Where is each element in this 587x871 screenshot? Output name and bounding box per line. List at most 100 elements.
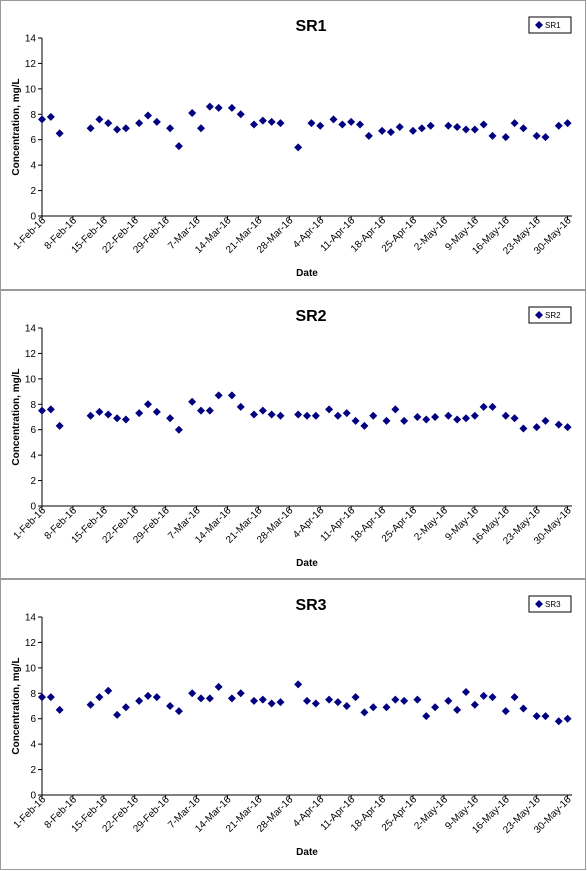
data-point [250, 410, 258, 419]
data-point [453, 415, 462, 424]
y-tick-label: 8 [30, 689, 36, 700]
y-tick-label: 4 [30, 451, 36, 462]
data-point [135, 119, 144, 128]
data-point [38, 406, 46, 415]
data-point [311, 411, 320, 420]
data-point [510, 119, 519, 128]
data-point [400, 416, 409, 425]
y-tick-label: 2 [30, 476, 36, 487]
data-point [294, 143, 303, 152]
data-point [121, 415, 130, 424]
data-point [364, 131, 373, 140]
legend-box [528, 595, 572, 613]
data-point [479, 402, 488, 411]
data-point [453, 705, 462, 714]
data-point [236, 402, 245, 411]
y-tick-label: 14 [25, 613, 37, 624]
data-point [382, 703, 391, 712]
data-point [113, 710, 122, 719]
data-point [227, 103, 236, 112]
data-point [413, 413, 422, 421]
data-point [541, 712, 550, 721]
data-point [510, 414, 519, 423]
data-point [276, 411, 285, 420]
chart-panel-sr2: SR2 SR2 0 2 4 6 8 10 12 14 1-Feb-16 8-Feb-16 15-Feb-… [0, 290, 586, 579]
data-point [55, 129, 64, 138]
data-point [342, 702, 351, 710]
data-point [386, 128, 395, 137]
data-point [188, 109, 197, 118]
data-point [488, 131, 497, 140]
data-point [519, 704, 528, 713]
data-point [135, 696, 144, 705]
data-point [144, 691, 152, 700]
data-point [121, 124, 130, 133]
legend-box [528, 16, 572, 34]
y-tick-label: 14 [25, 34, 37, 45]
data-point [501, 133, 510, 142]
data-point [369, 411, 378, 420]
y-tick-label: 6 [30, 135, 36, 146]
data-point [113, 125, 122, 134]
y-tick-label: 2 [30, 186, 36, 197]
data-point [532, 131, 541, 140]
data-point [236, 689, 245, 698]
data-point [333, 698, 342, 707]
data-point [325, 405, 334, 414]
data-point [86, 700, 95, 709]
data-point [422, 415, 431, 424]
data-point [488, 693, 497, 702]
data-point [258, 116, 267, 125]
data-point [303, 411, 311, 420]
data-point [86, 411, 95, 420]
x-axis-title: Date [296, 847, 318, 858]
data-point [431, 703, 440, 712]
data-point [563, 423, 572, 432]
data-point [294, 680, 303, 689]
data-point [135, 409, 144, 418]
data-point [470, 411, 479, 420]
data-point [258, 406, 267, 415]
data-point [95, 693, 104, 702]
data-point [342, 409, 351, 418]
data-point [356, 120, 364, 129]
data-point [519, 424, 528, 433]
chart-title: SR2 [295, 308, 326, 325]
data-point [276, 698, 285, 707]
y-tick-label: 8 [30, 110, 36, 121]
data-point [541, 416, 550, 425]
data-point [479, 691, 488, 700]
legend-marker [535, 311, 543, 319]
data-point [95, 115, 104, 124]
data-point [479, 120, 488, 129]
legend-marker [535, 21, 543, 29]
data-point [197, 406, 205, 415]
data-point [55, 421, 64, 430]
x-axis-title: Date [296, 558, 318, 569]
data-point [205, 694, 214, 703]
data-point [214, 103, 223, 112]
data-point [329, 115, 338, 124]
y-axis-title: Concentration, mg/L [11, 368, 22, 465]
data-point [444, 411, 453, 420]
data-point [462, 125, 470, 134]
data-point [236, 110, 245, 119]
data-point [351, 693, 360, 702]
data-point [174, 707, 183, 716]
chart-svg-sr2: SR2 SR2024681012141-Feb-168-Feb-1615-Feb-… [11, 306, 574, 569]
data-point [426, 121, 435, 130]
y-tick-label: 10 [25, 663, 37, 674]
y-tick-label: 12 [25, 59, 37, 70]
chart-title: SR3 [295, 597, 326, 614]
y-axis-title: Concentration, mg/L [11, 78, 22, 175]
chart-svg-sr3: SR3 SR3024681012141-Feb-168-Feb-1615-Feb-… [11, 595, 574, 858]
data-point [46, 693, 55, 702]
y-tick-label: 0 [30, 791, 36, 802]
data-point [267, 699, 276, 708]
data-point [144, 111, 152, 120]
data-point [395, 123, 404, 131]
data-point [205, 102, 214, 111]
data-point [214, 391, 223, 400]
y-tick-label: 12 [25, 349, 37, 360]
data-point [554, 717, 563, 726]
